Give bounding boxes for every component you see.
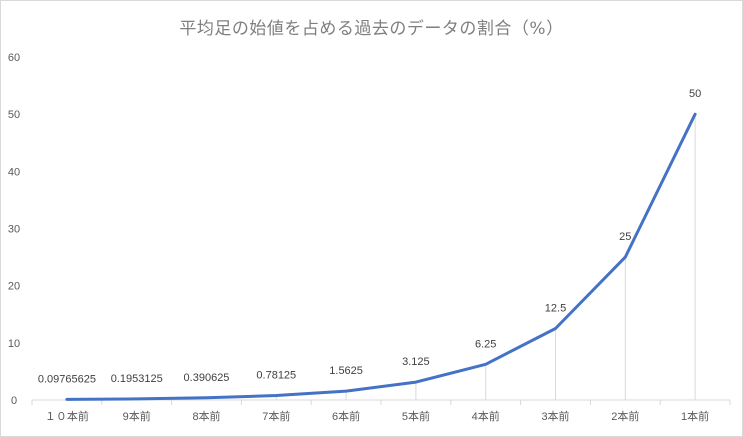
y-tick-label: 30 [8, 224, 20, 236]
y-tick-label: 0 [11, 395, 17, 407]
series-line [65, 112, 697, 401]
data-label: 1.5625 [329, 365, 363, 377]
data-label: 0.78125 [256, 370, 296, 382]
x-axis: １０本前 9本前 8本前 7本前 6本前 5本前 4本前 3本前 2本前 1本前 [31, 400, 731, 423]
x-tick-label: 4本前 [472, 409, 500, 423]
x-tick-label: 5本前 [402, 409, 430, 423]
x-tick-label: １０本前 [45, 409, 89, 423]
data-label: 12.5 [545, 303, 566, 315]
x-tick-label: 3本前 [541, 409, 569, 423]
data-label: 0.1953125 [111, 373, 163, 385]
x-tick-label: 7本前 [262, 409, 290, 423]
data-label: 25 [619, 231, 631, 243]
y-tick-label: 50 [8, 109, 20, 121]
y-tick-label: 60 [8, 52, 20, 64]
y-tick-label: 10 [8, 338, 20, 350]
x-tick-label: 2本前 [611, 409, 639, 423]
y-tick-label: 20 [8, 281, 20, 293]
drop-lines [66, 114, 696, 400]
data-label: 3.125 [402, 356, 430, 368]
data-label: 0.390625 [184, 372, 230, 384]
x-tick-label: 8本前 [192, 409, 220, 423]
chart-title: 平均足の始値を占める過去のデータの割合（%） [179, 19, 564, 39]
x-tick-label: 1本前 [681, 409, 709, 423]
y-tick-label: 40 [8, 166, 20, 178]
y-axis: 0 10 20 30 40 50 60 [8, 52, 20, 407]
data-labels: 0.09765625 0.1953125 0.390625 0.78125 1.5625… [38, 88, 701, 385]
data-label: 50 [689, 88, 701, 100]
data-label: 0.09765625 [38, 373, 96, 385]
x-tick-label: 6本前 [332, 409, 360, 423]
x-tick-label: 9本前 [123, 409, 151, 423]
data-label: 6.25 [475, 338, 496, 350]
